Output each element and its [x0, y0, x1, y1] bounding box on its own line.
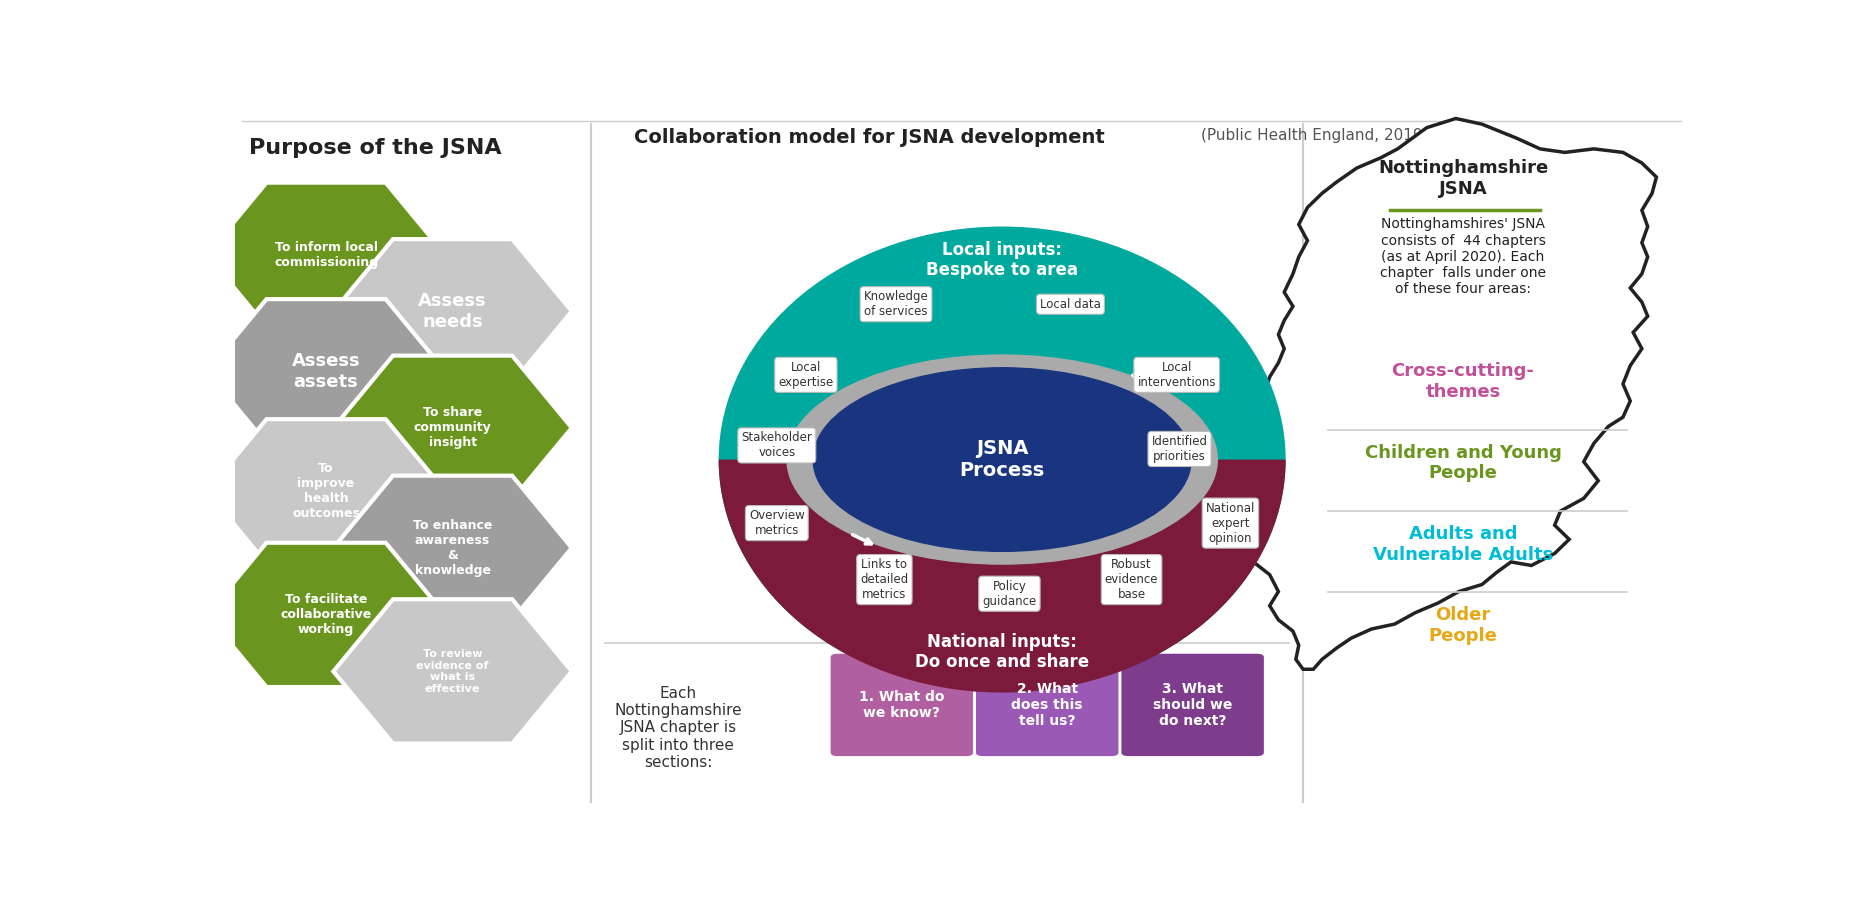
- Text: JSNA
Process: JSNA Process: [959, 439, 1045, 481]
- Polygon shape: [334, 356, 572, 500]
- Polygon shape: [334, 239, 572, 383]
- Polygon shape: [206, 299, 445, 444]
- Text: Purpose of the JSNA: Purpose of the JSNA: [250, 138, 501, 159]
- Text: Local data: Local data: [1039, 298, 1101, 311]
- Text: (Public Health England, 2019): (Public Health England, 2019): [1201, 127, 1430, 143]
- Polygon shape: [206, 182, 445, 327]
- Text: Knowledge
of services: Knowledge of services: [863, 290, 929, 318]
- Polygon shape: [1249, 118, 1657, 669]
- Polygon shape: [334, 476, 572, 620]
- Text: To inform local
commissioning: To inform local commissioning: [274, 241, 379, 269]
- Text: 1. What do
we know?: 1. What do we know?: [859, 690, 946, 720]
- Text: Local
interventions: Local interventions: [1137, 360, 1216, 389]
- Text: Cross-cutting-
themes: Cross-cutting- themes: [1392, 362, 1535, 402]
- Ellipse shape: [719, 226, 1285, 692]
- Text: Children and Young
People: Children and Young People: [1364, 444, 1561, 482]
- Polygon shape: [206, 419, 445, 563]
- Text: Assess
assets: Assess assets: [293, 352, 360, 391]
- Text: Links to
detailed
metrics: Links to detailed metrics: [861, 558, 908, 601]
- Text: To enhance
awareness
&
knowledge: To enhance awareness & knowledge: [413, 519, 492, 577]
- Text: Identified
priorities: Identified priorities: [1152, 435, 1208, 463]
- Circle shape: [812, 368, 1191, 551]
- Text: Local inputs:
Bespoke to area: Local inputs: Bespoke to area: [927, 240, 1079, 280]
- Text: Nottinghamshire
JSNA: Nottinghamshire JSNA: [1377, 160, 1548, 198]
- Text: Overview
metrics: Overview metrics: [749, 509, 805, 537]
- Text: To
improve
health
outcomes: To improve health outcomes: [293, 462, 360, 520]
- Text: Policy
guidance: Policy guidance: [983, 580, 1037, 608]
- Text: Collaboration model for JSNA development: Collaboration model for JSNA development: [634, 127, 1105, 147]
- FancyBboxPatch shape: [976, 654, 1118, 757]
- Text: 2. What
does this
tell us?: 2. What does this tell us?: [1011, 681, 1082, 728]
- Text: Each
Nottinghamshire
JSNA chapter is
split into three
sections:: Each Nottinghamshire JSNA chapter is spl…: [613, 686, 741, 770]
- Text: 3. What
should we
do next?: 3. What should we do next?: [1154, 681, 1233, 728]
- Text: Adults and
Vulnerable Adults: Adults and Vulnerable Adults: [1373, 525, 1553, 564]
- Text: Stakeholder
voices: Stakeholder voices: [741, 431, 812, 459]
- Text: Robust
evidence
base: Robust evidence base: [1105, 558, 1157, 601]
- Polygon shape: [719, 459, 1285, 692]
- Text: National
expert
opinion: National expert opinion: [1206, 502, 1255, 545]
- FancyBboxPatch shape: [1122, 654, 1264, 757]
- Polygon shape: [334, 599, 572, 744]
- Text: To review
evidence of
what is
effective: To review evidence of what is effective: [416, 649, 490, 694]
- Text: Older
People: Older People: [1430, 606, 1497, 645]
- Text: National inputs:
Do once and share: National inputs: Do once and share: [915, 633, 1090, 671]
- Text: Nottinghamshires' JSNA
consists of  44 chapters
(as at April 2020). Each
chapter: Nottinghamshires' JSNA consists of 44 ch…: [1381, 217, 1546, 296]
- Circle shape: [788, 355, 1218, 564]
- FancyBboxPatch shape: [831, 654, 974, 757]
- Text: Assess
needs: Assess needs: [418, 292, 488, 331]
- Text: Local
expertise: Local expertise: [779, 360, 833, 389]
- Text: To share
community
insight: To share community insight: [415, 406, 492, 449]
- Text: To facilitate
collaborative
working: To facilitate collaborative working: [281, 593, 371, 636]
- Polygon shape: [206, 543, 445, 687]
